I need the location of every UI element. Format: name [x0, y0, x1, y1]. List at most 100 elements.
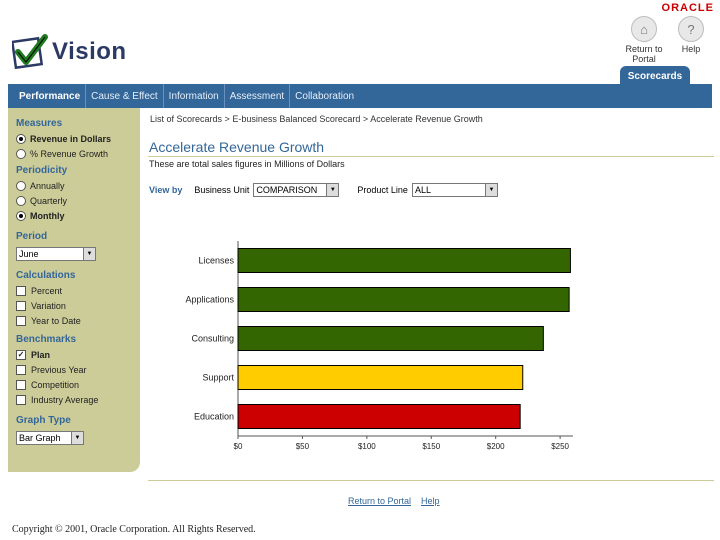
page-title: Accelerate Revenue Growth	[149, 139, 325, 155]
measure-revenue-dollars[interactable]: Revenue in Dollars	[16, 131, 136, 146]
bench-previous-year[interactable]: Previous Year	[16, 362, 136, 377]
periodicity-label: Quarterly	[30, 195, 68, 206]
bar-support[interactable]	[237, 365, 524, 390]
bar-consulting[interactable]	[237, 326, 544, 351]
checkbox[interactable]	[16, 300, 26, 311]
tab-information[interactable]: Information	[164, 84, 225, 108]
footer-return-link[interactable]: Return to Portal	[348, 496, 412, 506]
view-by-label: View by	[149, 185, 183, 195]
tab-collaboration[interactable]: Collaboration	[295, 90, 355, 102]
view-by-bar: View by Business Unit COMPARISON ▼ Produc…	[149, 183, 498, 197]
radio-icon[interactable]	[16, 180, 26, 191]
radio-icon[interactable]	[16, 133, 26, 144]
calc-percent[interactable]: Percent	[16, 283, 136, 298]
help-label: Help	[681, 44, 701, 54]
periodicity-monthly[interactable]: Monthly	[16, 208, 136, 223]
calculations-heading: Calculations	[16, 270, 76, 281]
measure-label: % Revenue Growth	[30, 148, 109, 159]
checkbox[interactable]	[16, 364, 26, 375]
periodicity-annually[interactable]: Annually	[16, 178, 136, 193]
chevron-down-icon: ▼	[83, 248, 95, 260]
period-value: June	[19, 249, 39, 259]
footer-help-link[interactable]: Help	[421, 496, 440, 506]
breadcrumb: List of Scorecards > E-business Balanced…	[150, 114, 483, 124]
calc-label: Percent	[31, 285, 63, 296]
tab-performance[interactable]: Performance	[14, 84, 87, 108]
chevron-down-icon: ▼	[71, 432, 83, 444]
periodicity-heading: Periodicity	[16, 165, 68, 176]
benchmarks-heading: Benchmarks	[16, 334, 77, 345]
footer-divider	[148, 480, 714, 481]
tab-assessment[interactable]: Assessment	[225, 84, 291, 108]
graph-type-heading: Graph Type	[16, 415, 71, 426]
product-line-select[interactable]: ALL ▼	[411, 183, 498, 197]
bar-applications[interactable]	[237, 287, 570, 312]
bench-label: Competition	[31, 379, 80, 390]
bar-education[interactable]	[237, 404, 521, 429]
category-label: Education	[194, 412, 234, 422]
business-unit-label: Business Unit	[194, 185, 250, 195]
graph-type-value: Bar Graph	[19, 433, 61, 443]
category-label: Applications	[185, 295, 234, 305]
tab-scorecards[interactable]: Scorecards	[620, 66, 690, 86]
app-name: Vision	[52, 38, 127, 65]
return-label: Return to Portal	[625, 44, 663, 64]
product-line-label: Product Line	[357, 185, 408, 195]
business-unit-value: COMPARISON	[256, 185, 318, 195]
radio-icon[interactable]	[16, 195, 26, 206]
x-tick-label: $150	[422, 442, 440, 450]
bench-industry-average[interactable]: Industry Average	[16, 392, 136, 407]
radio-icon[interactable]	[16, 148, 26, 159]
bench-label: Plan	[31, 349, 51, 360]
breadcrumb-current: Accelerate Revenue Growth	[370, 114, 483, 124]
periodicity-label: Monthly	[30, 210, 65, 221]
checkbox[interactable]	[16, 285, 26, 296]
radio-icon[interactable]	[16, 210, 26, 221]
category-label: Support	[202, 373, 234, 383]
breadcrumb-sep: >	[362, 114, 369, 124]
help-link[interactable]: ? Help	[678, 16, 704, 54]
measure-revenue-growth[interactable]: % Revenue Growth	[16, 146, 136, 161]
checkbox[interactable]	[16, 379, 26, 390]
title-divider	[148, 156, 714, 157]
copyright: Copyright © 2001, Oracle Corporation. Al…	[12, 524, 256, 535]
period-heading: Period	[16, 231, 48, 242]
bench-competition[interactable]: Competition	[16, 377, 136, 392]
help-icon: ?	[678, 16, 704, 42]
footer-links: Return to Portal Help	[348, 496, 440, 506]
chevron-down-icon: ▼	[326, 184, 339, 196]
x-tick-label: $50	[296, 442, 310, 450]
bench-label: Industry Average	[31, 394, 99, 405]
periodicity-quarterly[interactable]: Quarterly	[16, 193, 136, 208]
tab-cause-effect[interactable]: Cause & Effect	[86, 84, 164, 108]
bar-licenses[interactable]	[237, 248, 571, 273]
measure-label: Revenue in Dollars	[30, 133, 112, 144]
page-description: These are total sales figures in Million…	[149, 159, 345, 169]
checkmark-logo-icon	[12, 34, 48, 70]
revenue-bar-chart: Licenses Applications Consulting Support Edu…	[185, 241, 573, 450]
breadcrumb-balanced-scorecard[interactable]: E-business Balanced Scorecard	[232, 114, 361, 124]
business-unit-select[interactable]: COMPARISON ▼	[253, 183, 340, 197]
bench-label: Previous Year	[31, 364, 87, 375]
vision-logo: Vision	[12, 32, 127, 72]
breadcrumb-sep: >	[224, 114, 230, 124]
calc-label: Variation	[31, 300, 66, 311]
checkbox[interactable]: ✓	[16, 349, 26, 360]
graph-type-select[interactable]: Bar Graph ▼	[16, 431, 84, 445]
calc-variation[interactable]: Variation	[16, 298, 136, 313]
breadcrumb-list-scorecards[interactable]: List of Scorecards	[150, 114, 223, 124]
bench-plan[interactable]: ✓ Plan	[16, 347, 136, 362]
return-to-portal-link[interactable]: ⌂ Return to Portal	[624, 16, 664, 64]
measures-heading: Measures	[16, 118, 63, 129]
calc-ytd[interactable]: Year to Date	[16, 313, 136, 328]
checkbox[interactable]	[16, 315, 26, 326]
period-select[interactable]: June ▼	[16, 247, 96, 261]
product-line-value: ALL	[414, 185, 431, 195]
x-tick-label: $0	[234, 442, 243, 450]
category-label: Licenses	[198, 256, 234, 266]
x-tick-label: $100	[358, 442, 376, 450]
home-icon: ⌂	[631, 16, 657, 42]
x-tick-label: $250	[551, 442, 569, 450]
oracle-logo: ORACLE	[661, 2, 714, 14]
checkbox[interactable]	[16, 394, 26, 405]
